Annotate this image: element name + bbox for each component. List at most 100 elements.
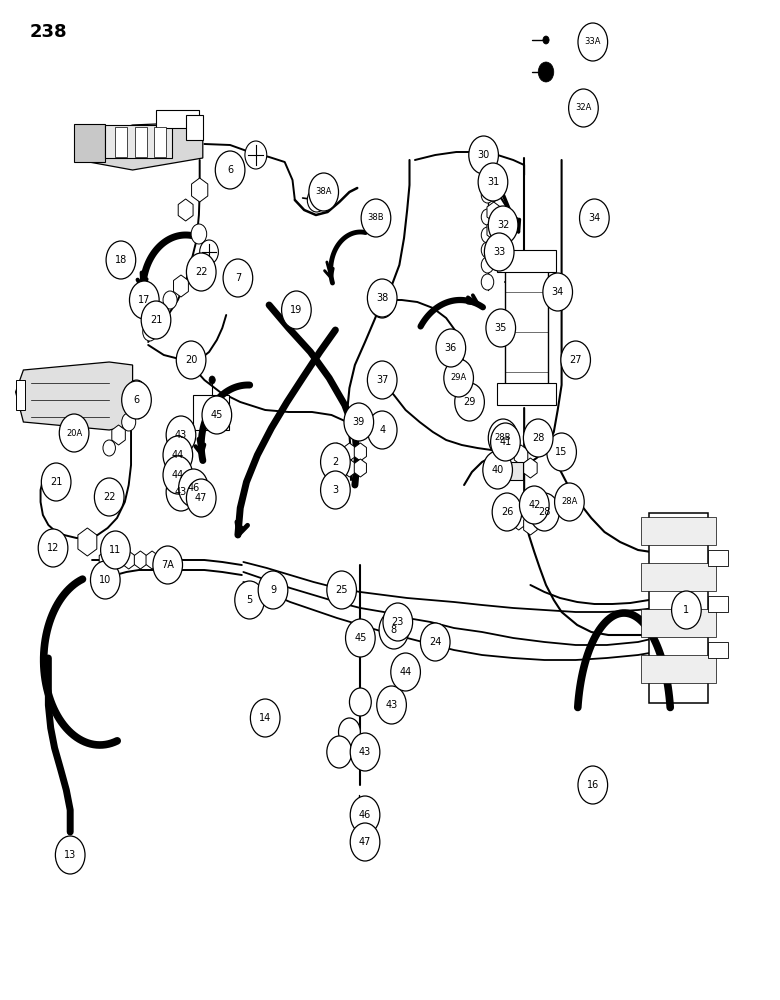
Circle shape (250, 699, 280, 737)
Text: 7A: 7A (161, 560, 174, 570)
Text: 39: 39 (353, 417, 365, 427)
Text: 16: 16 (587, 780, 599, 790)
Circle shape (483, 451, 512, 489)
Bar (708, 642, 728, 658)
Circle shape (436, 329, 466, 367)
Bar (115, 127, 127, 157)
Circle shape (176, 341, 206, 379)
Text: 14: 14 (259, 713, 271, 723)
Circle shape (481, 167, 494, 183)
Circle shape (38, 529, 68, 567)
Text: 3: 3 (332, 485, 339, 495)
Bar (175, 469, 187, 481)
Text: 46: 46 (359, 810, 371, 820)
Text: 28B: 28B (495, 434, 512, 442)
Circle shape (488, 419, 518, 457)
Text: 23: 23 (392, 617, 404, 627)
Circle shape (282, 291, 311, 329)
Polygon shape (343, 443, 356, 461)
Text: 18: 18 (115, 255, 127, 265)
Circle shape (523, 419, 553, 457)
Circle shape (488, 206, 518, 244)
Circle shape (122, 381, 151, 419)
Circle shape (192, 261, 206, 279)
Text: 43: 43 (385, 700, 398, 710)
Polygon shape (487, 182, 501, 202)
Bar (74, 124, 105, 162)
Circle shape (209, 376, 215, 384)
Circle shape (129, 281, 159, 319)
Text: 4: 4 (379, 425, 385, 435)
Text: 32A: 32A (576, 104, 591, 112)
Circle shape (363, 210, 382, 234)
Text: 42: 42 (528, 500, 541, 510)
Text: 22: 22 (103, 492, 115, 502)
Circle shape (547, 433, 576, 471)
Circle shape (561, 341, 590, 379)
Circle shape (367, 361, 397, 399)
Text: 15: 15 (555, 447, 568, 457)
Circle shape (163, 456, 193, 494)
Circle shape (391, 653, 420, 691)
Polygon shape (150, 304, 165, 326)
Circle shape (530, 493, 559, 531)
Polygon shape (192, 178, 207, 202)
Bar (105, 125, 172, 158)
Text: 43: 43 (359, 747, 371, 757)
Circle shape (179, 469, 208, 507)
Circle shape (101, 531, 130, 569)
Circle shape (223, 259, 253, 297)
Circle shape (350, 823, 380, 861)
Text: 38: 38 (376, 293, 388, 303)
Text: 34: 34 (551, 287, 564, 297)
Text: 29: 29 (463, 397, 476, 407)
Circle shape (106, 241, 136, 279)
Circle shape (258, 571, 288, 609)
Circle shape (245, 141, 267, 169)
Text: 10: 10 (99, 575, 112, 585)
Circle shape (153, 546, 183, 584)
Circle shape (344, 403, 374, 441)
Circle shape (90, 561, 120, 599)
Text: 17: 17 (138, 295, 151, 305)
Circle shape (367, 279, 397, 317)
Polygon shape (131, 397, 147, 419)
Polygon shape (343, 459, 356, 477)
Polygon shape (78, 528, 97, 556)
Text: 20A: 20A (66, 428, 82, 438)
Polygon shape (16, 362, 133, 430)
Text: 35: 35 (495, 323, 507, 333)
Circle shape (163, 436, 193, 474)
Bar (174, 433, 188, 447)
Text: 47: 47 (195, 493, 207, 503)
Circle shape (321, 443, 350, 481)
Text: 46: 46 (187, 483, 200, 493)
Circle shape (349, 688, 371, 716)
Text: 43: 43 (175, 430, 187, 440)
Circle shape (191, 224, 207, 244)
Text: 26: 26 (501, 507, 513, 517)
Circle shape (538, 62, 554, 82)
Circle shape (519, 486, 549, 524)
Bar (175, 452, 187, 464)
Text: 6: 6 (133, 395, 140, 405)
Polygon shape (111, 551, 123, 569)
Text: 44: 44 (399, 667, 412, 677)
Text: 21: 21 (50, 477, 62, 487)
Circle shape (350, 796, 380, 834)
Text: 36: 36 (445, 343, 457, 353)
Text: 30: 30 (477, 150, 490, 160)
Polygon shape (134, 551, 147, 569)
Circle shape (486, 309, 516, 347)
Text: 41: 41 (499, 437, 512, 447)
Circle shape (41, 463, 71, 501)
Bar (497, 250, 556, 272)
Circle shape (59, 414, 89, 452)
Circle shape (484, 233, 514, 271)
Text: 25: 25 (335, 585, 348, 595)
Bar (193, 395, 229, 430)
Text: 6: 6 (227, 165, 233, 175)
Text: 28A: 28A (562, 497, 577, 506)
Circle shape (578, 766, 608, 804)
Circle shape (481, 142, 494, 158)
